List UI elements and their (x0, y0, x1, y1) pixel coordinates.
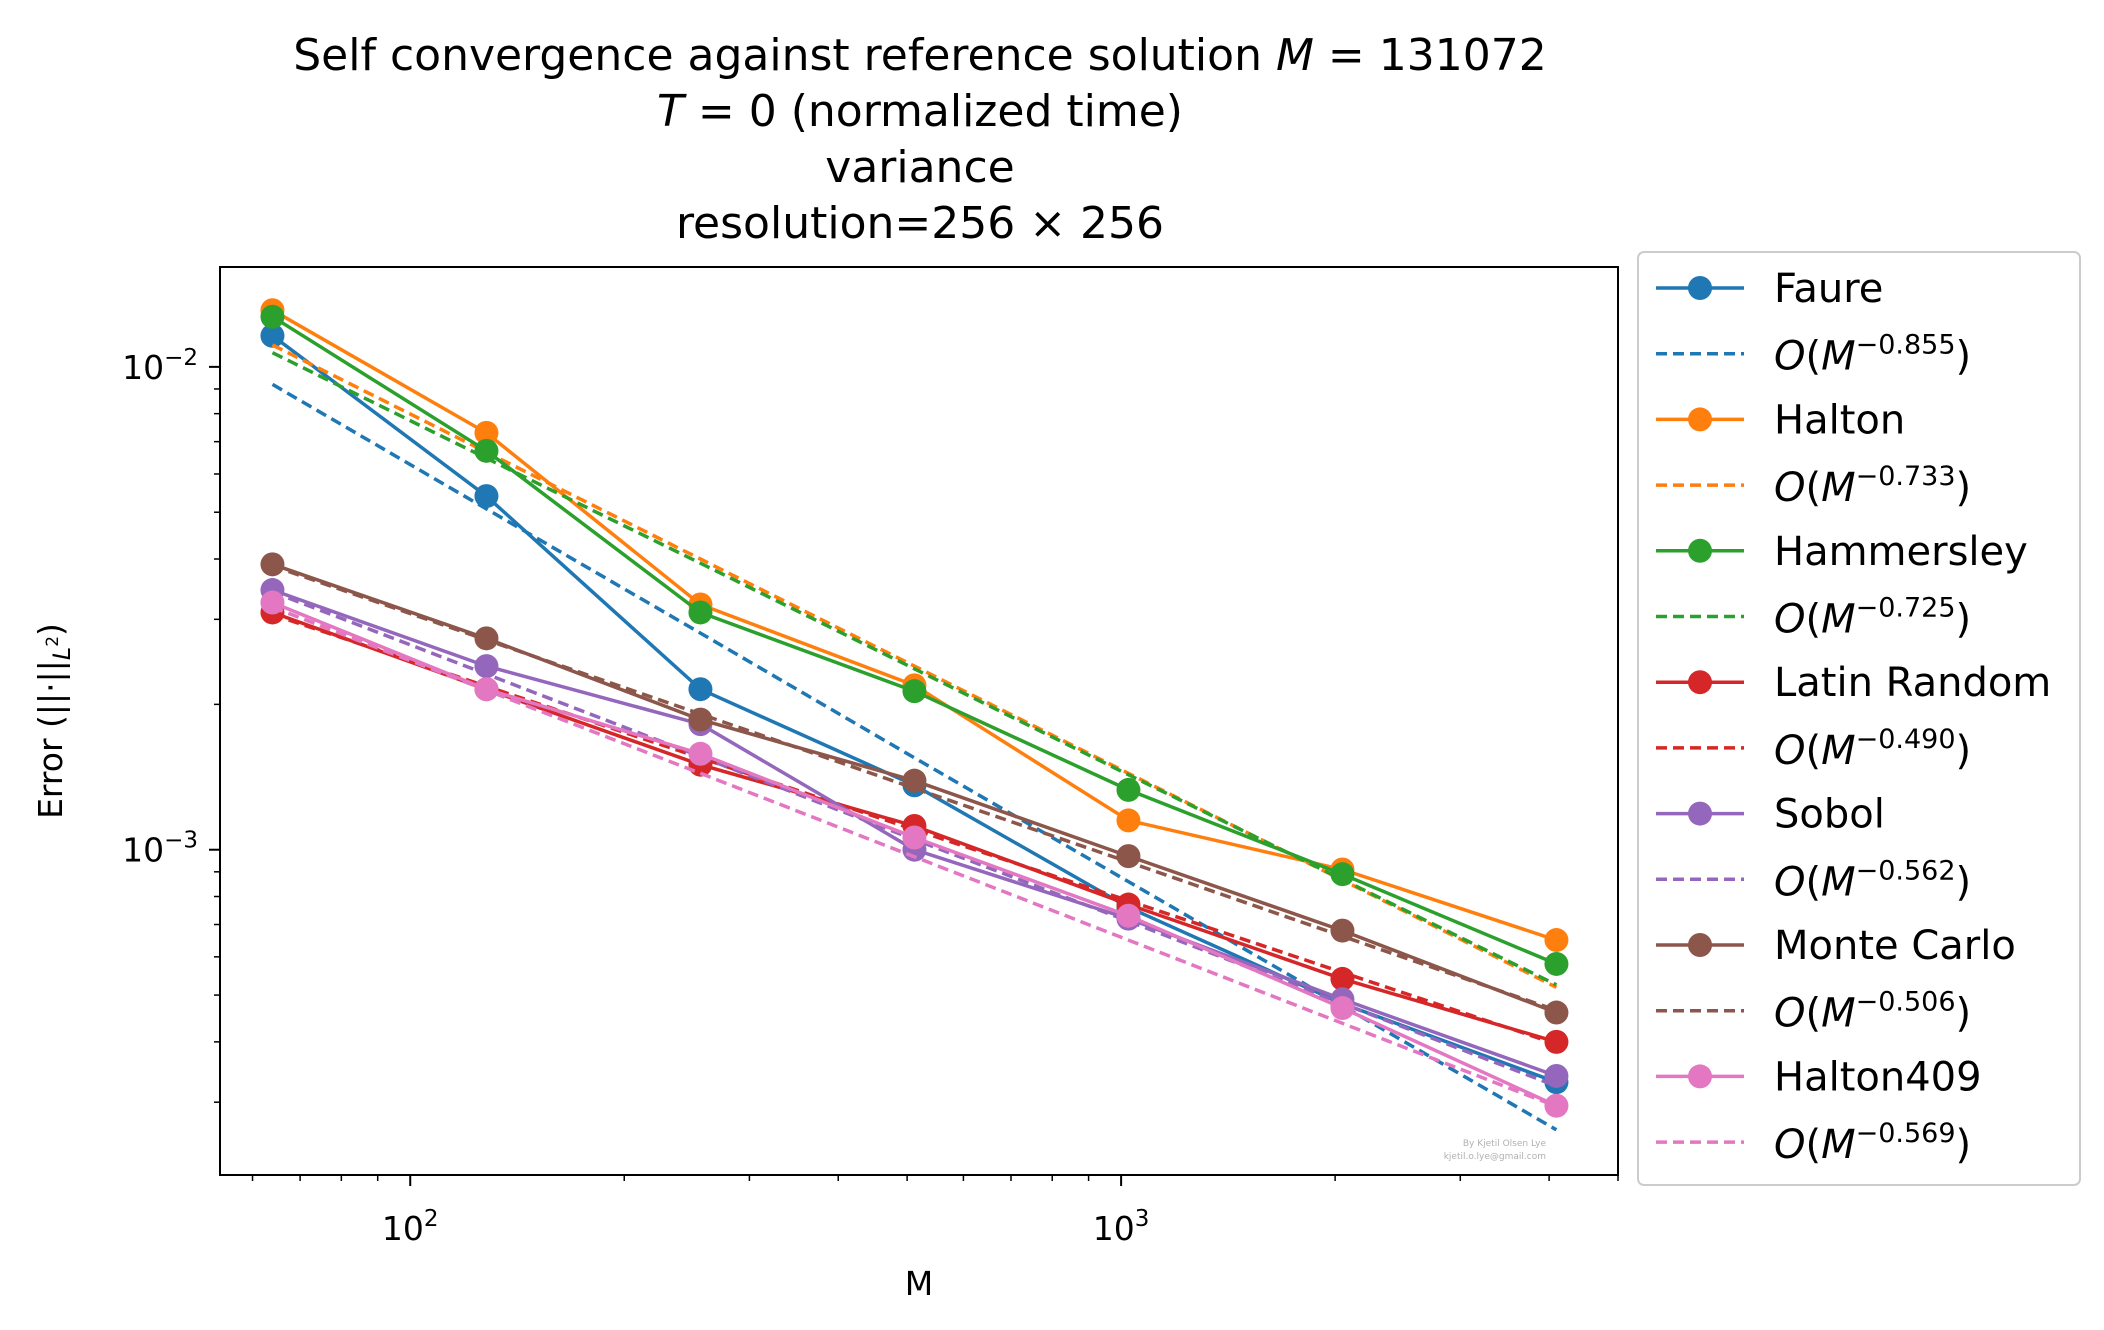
watermark-line-2: kjetil.o.lye@gmail.com (1444, 1152, 1546, 1162)
legend-marker (1688, 407, 1712, 432)
series-o-m-0-855- (271, 382, 1558, 1132)
plot-area (219, 266, 1619, 1176)
chart-title: Self convergence against reference solut… (293, 30, 1546, 249)
legend-marker (1688, 538, 1712, 563)
legend-label: Latin Random (1774, 660, 2051, 706)
data-point (688, 741, 713, 766)
fit-line (271, 564, 1557, 1012)
legend-entry: Latin Random (1656, 660, 2051, 706)
data-point (1544, 1000, 1569, 1025)
fit-line (271, 351, 1558, 987)
data-point (1116, 903, 1141, 928)
legend-label: O(M−0.562) (1774, 855, 1971, 905)
data-point (1544, 928, 1569, 953)
data-point (902, 825, 927, 850)
data-point (1544, 951, 1569, 976)
data-point (1330, 862, 1355, 887)
fit-line (271, 605, 1558, 1109)
series-o-m-0-569- (271, 605, 1558, 1109)
data-point (474, 484, 499, 509)
legend-label: Sobol (1774, 792, 1885, 838)
title-line-4: resolution=256 × 256 (676, 198, 1164, 249)
series-o-m-0-725- (271, 351, 1558, 987)
legend-entry: O(M−0.569) (1656, 1118, 1971, 1168)
title-line-1: Self convergence against reference solut… (293, 30, 1546, 81)
legend-label: O(M−0.855) (1774, 330, 1971, 380)
x-tick-label: 102 (382, 1206, 439, 1248)
legend-label: Hammersley (1774, 529, 2028, 575)
legend-entry: O(M−0.733) (1656, 461, 1971, 511)
data-point (260, 304, 285, 329)
data-point (1116, 777, 1141, 802)
watermark-line-1: By Kjetil Olsen Lye (1463, 1139, 1547, 1149)
legend-label: O(M−0.569) (1774, 1118, 1971, 1168)
legend-box (1637, 251, 2081, 1186)
legend-marker (1688, 801, 1712, 826)
legend-label: O(M−0.490) (1774, 724, 1971, 774)
legend-label: Halton409 (1774, 1054, 1982, 1100)
legend-entry: O(M−0.506) (1656, 987, 1971, 1037)
legend-items: Faure O(M−0.855) Halton O(M−0.733) Hammersle… (1656, 266, 2051, 1168)
watermark: By Kjetil Olsen Lye kjetil.o.lye@gmail.c… (1444, 1139, 1547, 1162)
title-line-2: T = 0 (normalized time) (657, 86, 1183, 137)
title-line-3: variance (825, 142, 1014, 193)
data-layer (260, 298, 1569, 1132)
y-axis-label: Error (||·||L2) (31, 623, 76, 819)
data-point (260, 323, 285, 348)
legend-entry: Faure (1656, 266, 1883, 312)
legend-entry: O(M−0.490) (1656, 724, 1971, 774)
legend-entry: O(M−0.855) (1656, 330, 1971, 380)
legend-marker (1688, 670, 1712, 695)
legend-entry: Monte Carlo (1656, 923, 2016, 969)
axis-ticks: 102 103 10−2 10−3 (122, 345, 1619, 1248)
series-o-m-0-506- (271, 564, 1557, 1012)
data-point (902, 768, 927, 793)
legend-label: O(M−0.725) (1774, 593, 1971, 643)
y-tick-label: 10−2 (122, 345, 198, 387)
data-point (688, 677, 713, 702)
legend-entry: O(M−0.562) (1656, 855, 1971, 905)
x-axis-label: M (905, 1264, 933, 1303)
data-point (1330, 966, 1355, 991)
data-point (1330, 996, 1355, 1021)
y-tick-label: 10−3 (122, 828, 198, 870)
data-point (474, 420, 499, 445)
legend-label: Monte Carlo (1774, 923, 2016, 969)
legend-label: O(M−0.733) (1774, 461, 1971, 511)
legend-entry: Hammersley (1656, 529, 2028, 575)
series-hammersley (260, 304, 1569, 976)
legend-entry: Halton409 (1656, 1054, 1982, 1100)
data-point (1116, 844, 1141, 869)
legend-label: Halton (1774, 397, 1905, 443)
data-point (1116, 808, 1141, 833)
data-point (1330, 918, 1355, 943)
legend-label: O(M−0.506) (1774, 987, 1971, 1037)
legend-marker (1688, 1064, 1712, 1089)
legend-entry: Halton (1656, 397, 1905, 443)
legend-entry: Sobol (1656, 792, 1885, 838)
data-point (902, 679, 927, 704)
legend-marker (1688, 276, 1712, 300)
legend: Faure O(M−0.855) Halton O(M−0.733) Hammersle… (1637, 251, 2081, 1186)
x-tick-label: 103 (1093, 1206, 1150, 1248)
data-point (260, 552, 285, 577)
legend-entry: O(M−0.725) (1656, 593, 1971, 643)
legend-label: Faure (1774, 266, 1883, 312)
fit-line (271, 382, 1558, 1132)
data-point (1544, 1029, 1569, 1054)
data-point (688, 600, 713, 625)
data-point (474, 438, 499, 463)
legend-marker (1688, 933, 1712, 957)
